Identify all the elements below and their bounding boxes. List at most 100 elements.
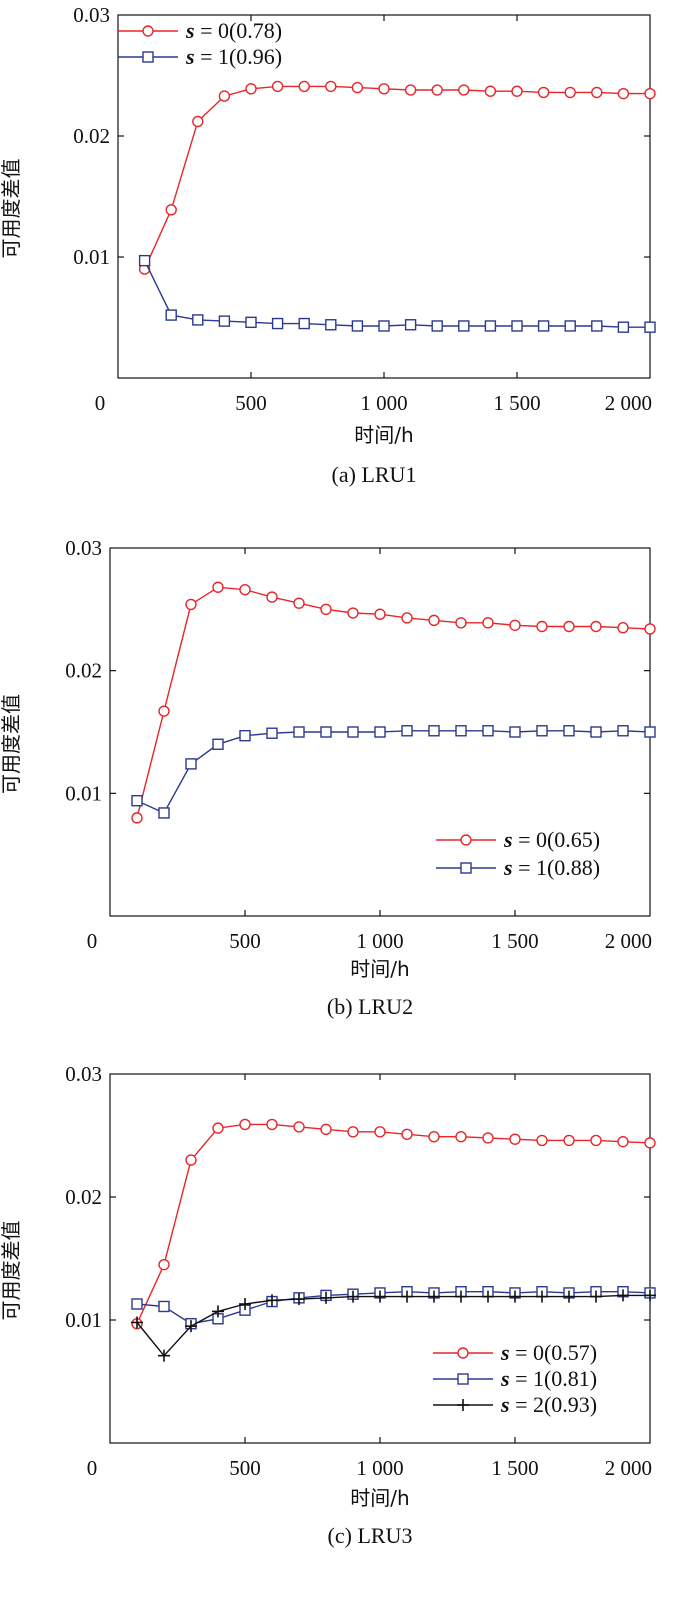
data-point: [536, 620, 548, 633]
data-point: [131, 1316, 143, 1329]
legend-entry: s = 1(0.88): [436, 855, 600, 880]
data-point: [266, 1118, 278, 1131]
data-point: [325, 80, 337, 93]
data-point: [218, 315, 231, 327]
data-point: [266, 591, 278, 603]
data-point: [482, 1290, 494, 1303]
y-axis-title: 可用度差值: [0, 1221, 23, 1321]
legend-entry: s = 0(0.57): [433, 1340, 597, 1365]
chart-panel-lru2: 0 500 1 000 1 500 2 000 0.01 0.02 0.03 时间/h 可用度差值…: [0, 536, 656, 1019]
data-point: [484, 320, 497, 332]
legend-label: s = 2(0.93): [500, 1392, 597, 1417]
data-point: [298, 317, 310, 330]
data-point: [374, 608, 386, 620]
legend-entry: s = 1(0.96): [118, 44, 282, 69]
y-tick-label: 0.02: [73, 124, 110, 148]
data-point: [617, 725, 629, 737]
data-point: [293, 726, 305, 738]
legend-marker: [460, 834, 472, 846]
data-point: [644, 87, 656, 100]
legend-entry: s = 2(0.93): [433, 1392, 597, 1417]
data-point: [617, 1135, 629, 1148]
data-point: [617, 622, 629, 634]
data-point: [239, 584, 251, 596]
data-point: [644, 623, 656, 635]
data-point: [239, 729, 251, 742]
data-point: [590, 1134, 602, 1147]
data-point: [617, 321, 630, 333]
x-tick-label: 500: [235, 391, 267, 415]
data-point: [511, 320, 523, 332]
data-point: [455, 725, 467, 737]
data-point: [320, 726, 332, 738]
data-point: [644, 321, 656, 333]
legend-var: s: [500, 1366, 510, 1391]
data-point: [374, 1290, 386, 1303]
legend-eq: = 2(0.93): [510, 1392, 598, 1417]
data-point: [185, 598, 197, 611]
y-axis-title: 可用度差值: [0, 694, 23, 794]
data-point: [138, 254, 151, 267]
data-point: [537, 86, 550, 99]
data-point: [563, 620, 575, 633]
x-axis-title: 时间/h: [354, 423, 413, 447]
y-tick-label: 0.03: [73, 3, 110, 27]
data-point: [293, 597, 305, 609]
series-1: [131, 725, 656, 819]
data-point: [245, 83, 257, 95]
data-point: [212, 1305, 224, 1318]
data-point: [428, 1290, 440, 1303]
legend-marker: [457, 1373, 469, 1385]
x-tick-label: 2 000: [605, 391, 652, 415]
data-point: [212, 581, 224, 593]
data-point: [374, 726, 386, 738]
data-point: [218, 90, 231, 102]
data-point: [266, 1294, 278, 1307]
data-point: [239, 1298, 251, 1311]
data-point: [591, 320, 603, 332]
series-1: [131, 1286, 656, 1330]
data-point: [509, 1290, 521, 1303]
series-2: [131, 1289, 656, 1362]
legend-marker: [457, 1347, 469, 1359]
legend-marker: [457, 1399, 469, 1411]
data-point: [347, 726, 359, 738]
series-line: [143, 85, 650, 270]
data-point: [271, 80, 284, 93]
chart-caption: (a) LRU1: [332, 462, 417, 487]
data-point: [320, 603, 332, 616]
data-point: [431, 320, 443, 332]
data-point: [590, 726, 602, 738]
x-tick-label: 500: [229, 1456, 261, 1480]
legend-marker: [142, 25, 154, 37]
data-point: [185, 1154, 197, 1166]
data-point: [165, 204, 177, 216]
data-point: [482, 725, 494, 737]
data-point: [484, 85, 497, 97]
legend-var: s: [185, 18, 195, 43]
x-tick-label: 0: [87, 929, 98, 953]
y-tick-label: 0.02: [65, 1185, 102, 1209]
data-point: [644, 726, 656, 738]
x-tick-label: 500: [229, 929, 261, 953]
data-point: [239, 1118, 251, 1131]
y-tick-label: 0.03: [65, 1062, 102, 1086]
data-point: [351, 81, 364, 94]
data-point: [511, 85, 523, 97]
data-point: [591, 86, 603, 99]
legend-entry: s = 0(0.65): [436, 827, 600, 852]
legend-eq: = 1(0.96): [195, 44, 283, 69]
data-point: [325, 319, 337, 331]
data-point: [401, 1128, 413, 1140]
data-point: [158, 1258, 170, 1271]
data-point: [509, 1133, 521, 1145]
data-point: [320, 1291, 332, 1304]
chart-panel-lru3: 0 500 1 000 1 500 2 000 0.01 0.02 0.03 时间/h 可用度差值…: [0, 1062, 656, 1548]
legend-marker: [142, 51, 154, 63]
legend-eq: = 1(0.81): [510, 1366, 598, 1391]
data-point: [293, 1121, 305, 1133]
data-point: [617, 87, 630, 100]
data-point: [564, 86, 576, 99]
series-0: [131, 1118, 656, 1330]
y-tick-label: 0.01: [73, 245, 110, 269]
